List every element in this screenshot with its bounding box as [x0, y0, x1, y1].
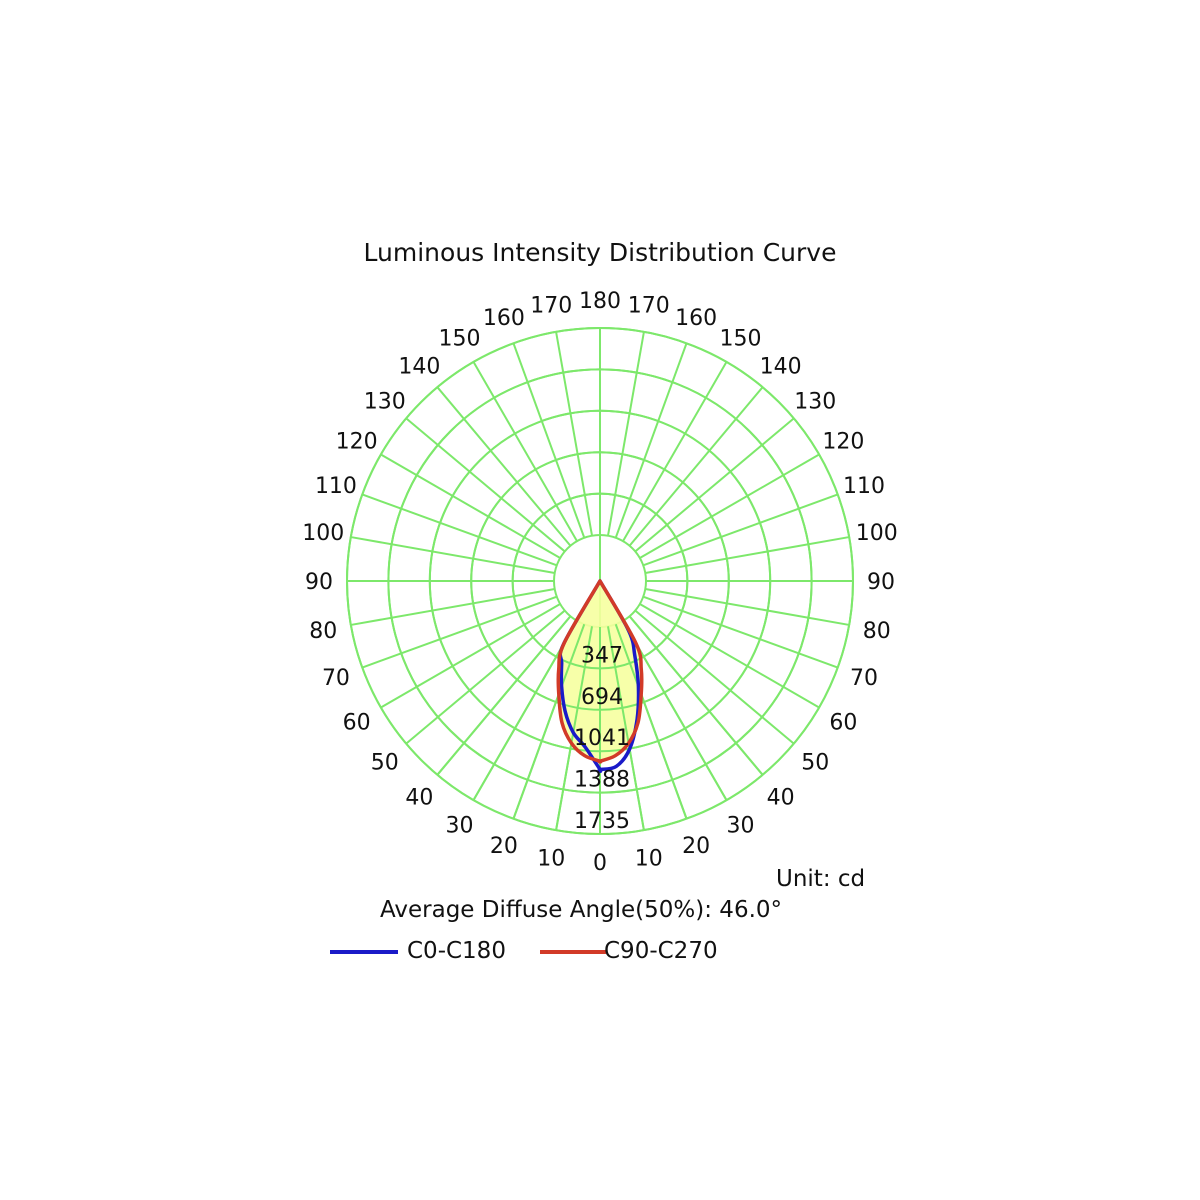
- angle-tick-label: 10: [635, 847, 663, 872]
- angle-tick-label: 20: [682, 834, 710, 859]
- grid-spoke: [350, 588, 555, 626]
- diffuse-angle-label: Average Diffuse Angle(50%): 46.0°: [380, 897, 783, 923]
- angle-tick-label: 170: [628, 293, 670, 318]
- grid-spoke: [634, 609, 795, 745]
- grid-spoke: [361, 493, 558, 567]
- angle-tick-label: 40: [405, 785, 433, 810]
- angle-tick-label: 0: [593, 851, 607, 876]
- grid-spoke: [628, 386, 764, 547]
- angle-tick-label: 70: [322, 666, 350, 691]
- legend-swatch-c0-c180: [330, 950, 398, 954]
- angle-tick-label: 60: [343, 711, 371, 736]
- grid-spoke: [380, 603, 561, 709]
- angle-tick-label: 80: [863, 619, 891, 644]
- grid-spoke: [645, 536, 850, 574]
- grid-spoke: [405, 609, 566, 745]
- angle-tick-label: 40: [767, 785, 795, 810]
- radial-tick-label: 347: [581, 643, 623, 668]
- grid-spoke: [380, 453, 561, 559]
- angle-tick-label: 110: [843, 474, 885, 499]
- grid-spoke: [555, 331, 593, 536]
- angle-tick-label: 90: [305, 570, 333, 595]
- angle-tick-label: 50: [801, 751, 829, 776]
- radial-tick-labels: 347 694 1041 1388 1735: [574, 643, 630, 834]
- angle-tick-label: 100: [856, 521, 898, 546]
- angle-tick-label: 180: [579, 289, 621, 314]
- legend-label-c0-c180: C0-C180: [407, 938, 506, 964]
- grid-spoke: [607, 331, 645, 536]
- angle-tick-label: 170: [530, 293, 572, 318]
- angle-tick-label: 140: [760, 355, 802, 380]
- grid-spoke: [472, 361, 578, 542]
- radial-tick-label: 1735: [574, 809, 630, 834]
- angle-tick-label: 10: [537, 847, 565, 872]
- angle-tick-label: 80: [309, 619, 337, 644]
- angle-tick-label: 100: [302, 521, 344, 546]
- grid-spoke-overlay: [628, 615, 764, 776]
- angle-tick-label: 60: [829, 711, 857, 736]
- grid-spoke: [642, 595, 839, 669]
- chart-title: Luminous Intensity Distribution Curve: [363, 238, 837, 267]
- angle-tick-label: 150: [720, 327, 762, 352]
- grid-spoke-overlay: [607, 626, 645, 831]
- angle-tick-label: 160: [483, 306, 525, 331]
- angle-tick-label: 160: [675, 306, 717, 331]
- angle-tick-label: 150: [439, 327, 481, 352]
- angle-tick-label: 110: [315, 474, 357, 499]
- intensity-fill-area: [346, 327, 854, 835]
- angle-tick-label: 130: [794, 389, 836, 414]
- grid-spoke-overlay: [555, 626, 593, 831]
- grid-spoke: [436, 386, 572, 547]
- radial-tick-label: 1041: [574, 726, 630, 751]
- grid-spoke: [614, 342, 688, 539]
- angle-tick-label: 120: [336, 430, 378, 455]
- grid-spoke: [361, 595, 558, 669]
- grid-spoke-overlay: [614, 623, 688, 820]
- unit-label: Unit: cd: [776, 866, 866, 892]
- radial-tick-label: 694: [581, 685, 623, 710]
- grid-spoke: [405, 417, 566, 553]
- curve-c0-c180: [558, 579, 641, 774]
- grid-spoke: [645, 588, 850, 626]
- grid-spoke: [642, 493, 839, 567]
- angle-tick-label: 130: [364, 389, 406, 414]
- angle-tick-label: 140: [398, 355, 440, 380]
- grid-spoke: [622, 361, 728, 542]
- angle-tick-label: 90: [867, 570, 895, 595]
- intensity-curves: [556, 579, 644, 774]
- angle-tick-label: 20: [490, 834, 518, 859]
- angle-tick-label: 70: [850, 666, 878, 691]
- grid-spoke-overlay: [436, 615, 572, 776]
- grid-spoke: [634, 417, 795, 553]
- legend-swatch-c90-c270: [540, 950, 606, 954]
- grid-spoke: [639, 603, 820, 709]
- grid-spoke: [350, 536, 555, 574]
- radial-tick-label: 1388: [574, 768, 630, 793]
- grid-spoke-overlay: [512, 623, 586, 820]
- grid-spoke: [512, 342, 586, 539]
- angle-tick-label: 30: [727, 813, 755, 838]
- angle-tick-label: 50: [371, 751, 399, 776]
- grid-spoke: [639, 453, 820, 559]
- angle-tick-label: 120: [822, 430, 864, 455]
- angle-tick-label: 30: [446, 813, 474, 838]
- legend-label-c90-c270: C90-C270: [604, 938, 718, 964]
- curve-c90-c270: [556, 579, 644, 764]
